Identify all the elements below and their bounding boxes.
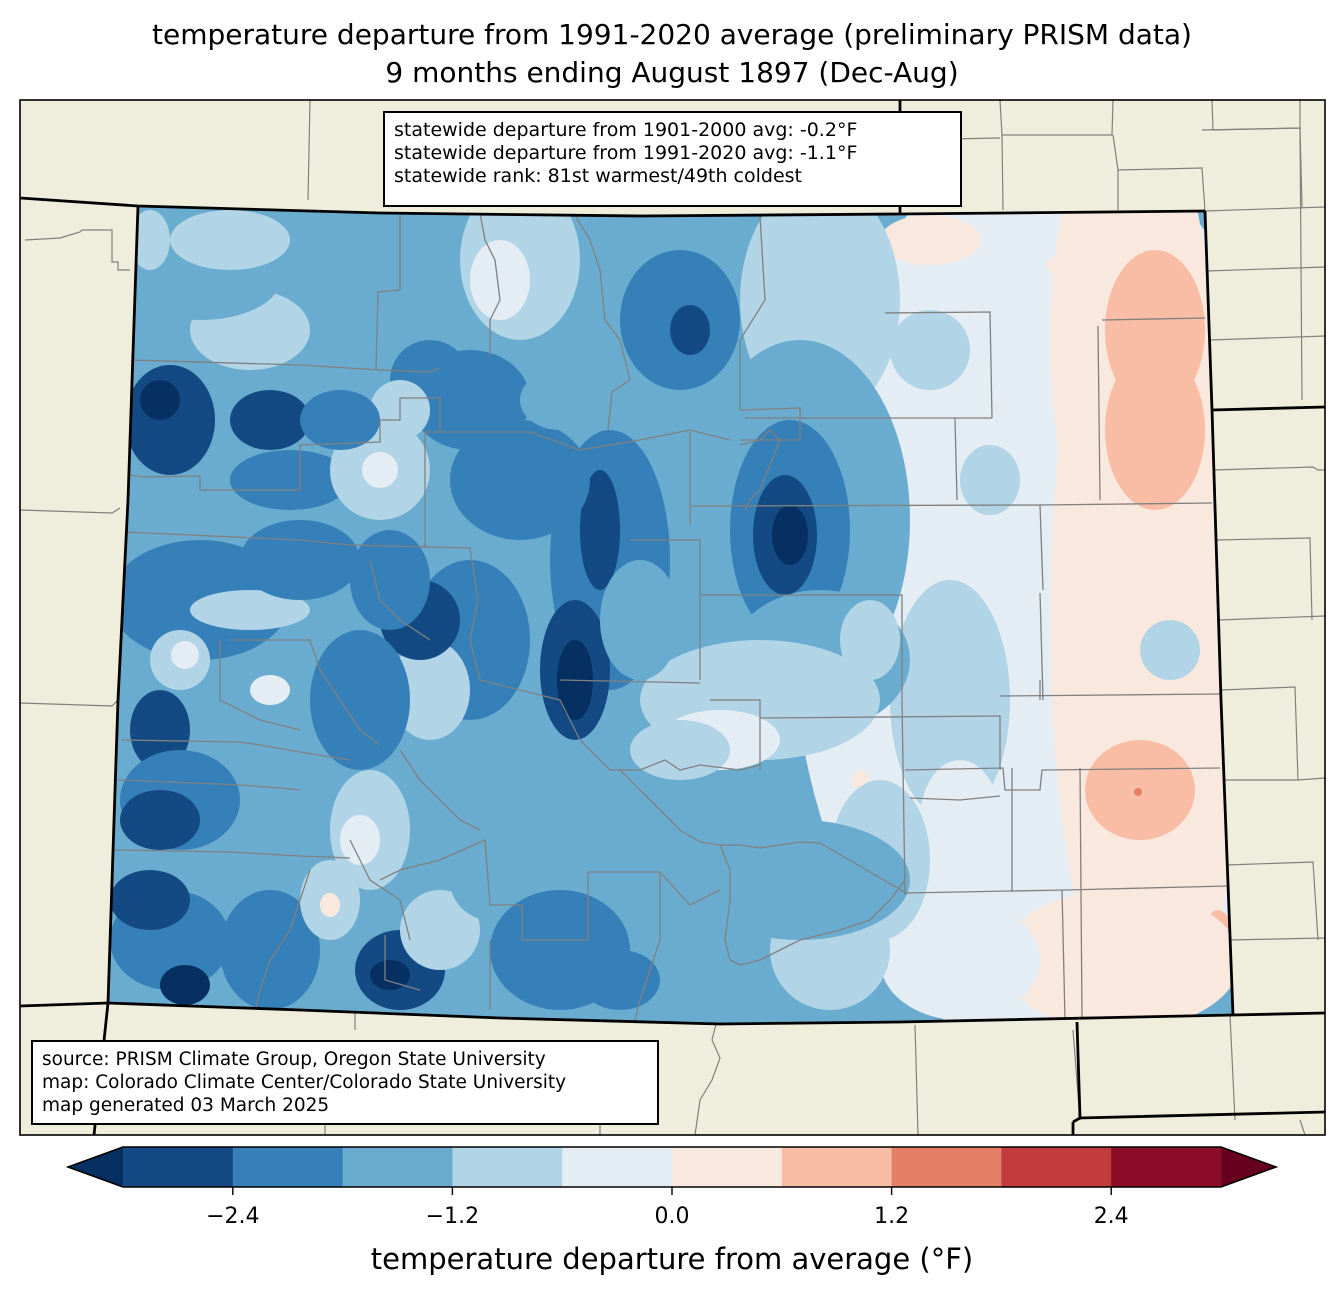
- map-frame: [19, 99, 1326, 1136]
- colorbar-outline: [65, 1146, 1279, 1188]
- colorbar-bin: [891, 1147, 1002, 1187]
- colorbar: [65, 1146, 1279, 1195]
- neighbor-county-lines: [20, 100, 1325, 1135]
- contour-region: [170, 210, 290, 270]
- contour-region: [230, 390, 310, 450]
- contour-region: [1134, 788, 1142, 796]
- contour-region: [840, 600, 900, 680]
- colorbar-bin: [1001, 1147, 1112, 1187]
- colorbar-tick-label: 0.0: [654, 1204, 690, 1229]
- colorbar-tick-label: −2.4: [206, 1204, 260, 1229]
- colorbar-tick-label: −1.2: [425, 1204, 480, 1229]
- colorbar-extend-low: [68, 1147, 123, 1187]
- credit-generated: map generated 03 March 2025: [42, 1095, 330, 1116]
- stat-rank: statewide rank: 81st warmest/49th coldes…: [394, 165, 803, 187]
- contour-region: [340, 815, 380, 865]
- colorbar-tick-label: 1.2: [874, 1204, 910, 1229]
- contour-region: [130, 210, 170, 270]
- contour-region: [320, 893, 340, 917]
- contour-region: [772, 505, 808, 565]
- colorbar-bin: [342, 1147, 453, 1187]
- statewide-stats-box: statewide departure from 1901-2000 avg: …: [383, 111, 962, 207]
- contour-region: [450, 420, 590, 540]
- contour-region: [890, 580, 1010, 820]
- contour-region: [362, 452, 398, 488]
- colorbar-bin: [123, 1147, 234, 1187]
- contour-region: [1105, 350, 1205, 510]
- contour-region: [130, 690, 190, 770]
- credits-box: source: PRISM Climate Group, Oregon Stat…: [31, 1040, 659, 1125]
- contour-region: [370, 960, 410, 990]
- contour-region: [960, 445, 1020, 515]
- contour-region: [125, 365, 215, 475]
- contour-region: [580, 470, 620, 590]
- contour-region: [580, 950, 660, 1010]
- colorbar-label: temperature departure from average (°F): [370, 1242, 974, 1276]
- contour-region: [920, 760, 1000, 880]
- contour-region: [190, 590, 310, 630]
- contour-region: [240, 520, 360, 600]
- contour-region: [890, 310, 970, 390]
- contour-region: [880, 900, 1040, 1020]
- colorbar-bin: [781, 1147, 893, 1187]
- stat-departure-1901-2000: statewide departure from 1901-2000 avg: …: [394, 119, 858, 141]
- colorado-county-lines: [114, 212, 1229, 1021]
- contour-region: [450, 840, 530, 920]
- contour-region: [250, 675, 290, 705]
- contour-region: [230, 450, 350, 510]
- colorbar-tick-label: 2.4: [1093, 1204, 1129, 1229]
- contour-region: [620, 770, 780, 950]
- colorbar-bin: [452, 1147, 563, 1187]
- map-title: temperature departure from 1991-2020 ave…: [152, 18, 1192, 51]
- contour-region: [1000, 890, 1233, 1024]
- contour-region: [160, 965, 210, 1005]
- contour-region: [350, 530, 430, 630]
- colorbar-bin: [562, 1147, 673, 1187]
- contour-region: [1046, 256, 1074, 274]
- contour-region: [880, 215, 980, 265]
- colorbar-bin: [672, 1147, 783, 1187]
- contour-region: [300, 390, 380, 450]
- contour-region: [1140, 620, 1200, 680]
- colorbar-extend-high: [1221, 1147, 1276, 1187]
- contour-region: [171, 641, 199, 669]
- credit-source: source: PRISM Climate Group, Oregon Stat…: [42, 1049, 546, 1070]
- contour-region: [390, 640, 470, 740]
- colorbar-bin: [1111, 1147, 1222, 1187]
- contour-region: [400, 890, 480, 970]
- contour-region: [120, 790, 200, 850]
- contour-region: [630, 720, 730, 780]
- contour-region: [220, 890, 320, 1010]
- contour-region: [520, 370, 600, 430]
- credit-map: map: Colorado Climate Center/Colorado St…: [42, 1072, 567, 1093]
- stat-departure-1991-2020: statewide departure from 1991-2020 avg: …: [394, 142, 858, 164]
- contour-region: [310, 630, 410, 770]
- contour-region: [110, 870, 190, 930]
- contour-region: [140, 380, 180, 420]
- temperature-contours: [108, 206, 1233, 1024]
- map-subtitle: 9 months ending August 1897 (Dec-Aug): [385, 56, 959, 89]
- contour-region: [470, 240, 530, 320]
- colorbar-bin: [232, 1147, 344, 1187]
- contour-region: [600, 560, 680, 680]
- contour-region: [670, 305, 710, 355]
